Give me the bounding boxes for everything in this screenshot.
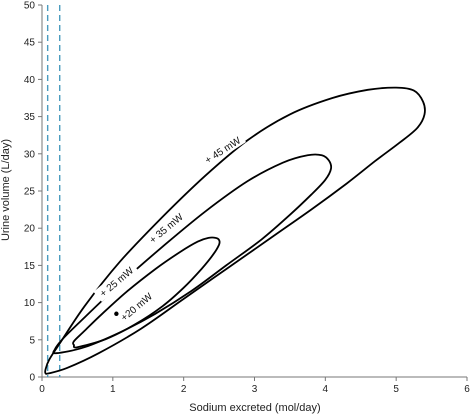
reference-lines <box>46 5 61 377</box>
y-tick-label: 5 <box>29 335 35 346</box>
y-tick-label: 35 <box>24 112 36 123</box>
contour-label-background <box>143 207 189 249</box>
contour-label-background <box>93 261 139 302</box>
contour-label-background <box>198 131 246 169</box>
contour-line <box>52 153 333 355</box>
y-tick-label: 10 <box>24 298 36 309</box>
y-axis-title: Urine volume (L/day) <box>0 139 12 241</box>
y-tick-label: 40 <box>24 75 36 86</box>
x-tick-label: 1 <box>110 384 116 395</box>
contour-line <box>44 86 426 375</box>
point-label: +20 mW <box>119 291 155 324</box>
y-tick-label: 15 <box>24 261 36 272</box>
x-tick-label: 0 <box>39 384 45 395</box>
point-label-group: +20 mW <box>119 291 155 324</box>
y-tick-label: 45 <box>24 38 36 49</box>
optimum-point <box>114 311 119 316</box>
x-tick-label: 6 <box>464 384 470 395</box>
y-tick-label: 0 <box>29 373 35 384</box>
y-tick-label: 50 <box>24 1 36 12</box>
contour-label-group: + 45 mW <box>198 131 246 169</box>
contour-line <box>72 236 221 349</box>
x-tick-label: 5 <box>393 384 399 395</box>
contour-label: + 35 mW <box>148 211 186 246</box>
x-tick-label: 4 <box>323 384 329 395</box>
contours <box>44 86 426 375</box>
y-tick-label: 25 <box>24 187 36 198</box>
x-tick-label: 2 <box>181 384 187 395</box>
y-tick-label: 20 <box>24 224 36 235</box>
x-axis-title: Sodium excreted (mol/day) <box>189 402 320 414</box>
y-tick-label: 30 <box>24 149 36 160</box>
x-tick-label: 3 <box>252 384 258 395</box>
